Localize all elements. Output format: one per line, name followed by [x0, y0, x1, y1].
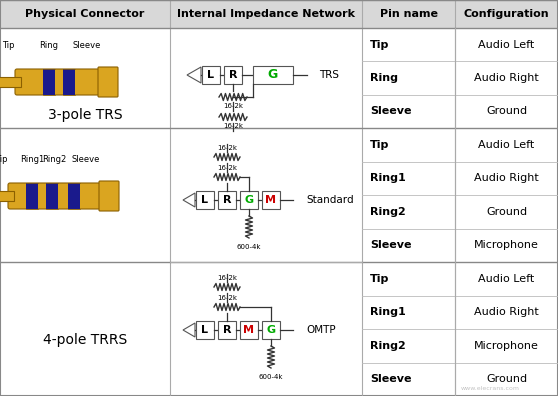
Text: Audio Left: Audio Left: [478, 140, 535, 150]
Text: Sleeve: Sleeve: [370, 107, 411, 116]
Text: Audio Right: Audio Right: [474, 73, 539, 83]
Text: Ring1: Ring1: [370, 173, 406, 183]
Text: 16-2k: 16-2k: [217, 295, 237, 301]
Text: G: G: [244, 195, 253, 205]
Text: Ring2: Ring2: [42, 156, 66, 164]
Text: Audio Left: Audio Left: [478, 274, 535, 284]
Text: TRS: TRS: [319, 70, 339, 80]
Text: Sleeve: Sleeve: [370, 374, 411, 384]
Text: www.elecrans.com: www.elecrans.com: [460, 386, 519, 391]
Bar: [0, 191, 14, 201]
Text: L: L: [201, 325, 209, 335]
Bar: [26, 183, 38, 209]
Text: L: L: [201, 195, 209, 205]
Bar: [240, 191, 258, 209]
Bar: [196, 321, 214, 339]
Text: Ground: Ground: [486, 207, 527, 217]
Text: Internal Impedance Network: Internal Impedance Network: [177, 9, 355, 19]
Text: R: R: [223, 195, 231, 205]
Text: 3-pole TRS: 3-pole TRS: [47, 108, 122, 122]
Text: M: M: [243, 325, 254, 335]
Bar: [0, 0, 558, 28]
Text: Ring: Ring: [40, 40, 59, 50]
Text: Sleeve: Sleeve: [370, 240, 411, 250]
Text: Ground: Ground: [486, 107, 527, 116]
Bar: [202, 66, 220, 84]
Text: Ring1: Ring1: [370, 307, 406, 317]
Bar: [253, 66, 293, 84]
Text: Ring: Ring: [370, 73, 398, 83]
Polygon shape: [187, 67, 201, 83]
Text: Tip: Tip: [370, 40, 389, 50]
Text: Microphone: Microphone: [474, 240, 539, 250]
Text: Pin name: Pin name: [379, 9, 437, 19]
Bar: [63, 69, 75, 95]
Text: G: G: [266, 325, 276, 335]
Text: Tip: Tip: [2, 40, 15, 50]
Text: M: M: [266, 195, 277, 205]
Text: 4-pole TRRS: 4-pole TRRS: [43, 333, 127, 347]
Text: Microphone: Microphone: [474, 341, 539, 351]
Text: Audio Right: Audio Right: [474, 173, 539, 183]
FancyBboxPatch shape: [8, 183, 108, 209]
Bar: [46, 183, 58, 209]
Text: Tip: Tip: [370, 274, 389, 284]
Bar: [224, 66, 242, 84]
FancyBboxPatch shape: [98, 67, 118, 97]
Bar: [43, 69, 55, 95]
Text: Ground: Ground: [486, 374, 527, 384]
Text: 16-2k: 16-2k: [217, 145, 237, 151]
Text: Audio Right: Audio Right: [474, 307, 539, 317]
Text: 16-2k: 16-2k: [223, 103, 243, 109]
Text: Ring2: Ring2: [370, 207, 406, 217]
Text: 600-4k: 600-4k: [237, 244, 261, 250]
Text: G: G: [268, 69, 278, 82]
Text: Sleeve: Sleeve: [73, 40, 101, 50]
Bar: [196, 191, 214, 209]
Text: Ring2: Ring2: [370, 341, 406, 351]
FancyBboxPatch shape: [99, 181, 119, 211]
FancyBboxPatch shape: [15, 69, 107, 95]
Bar: [262, 191, 280, 209]
Bar: [240, 321, 258, 339]
Text: Tip: Tip: [0, 156, 7, 164]
Text: Audio Left: Audio Left: [478, 40, 535, 50]
Text: Sleeve: Sleeve: [72, 156, 100, 164]
Bar: [0, 77, 21, 87]
Text: 600-4k: 600-4k: [259, 374, 283, 380]
Text: L: L: [208, 70, 214, 80]
Text: OMTP: OMTP: [306, 325, 335, 335]
Text: 16-2k: 16-2k: [217, 275, 237, 281]
Text: Physical Connector: Physical Connector: [25, 9, 145, 19]
Text: Ring1: Ring1: [20, 156, 44, 164]
Bar: [218, 191, 236, 209]
Polygon shape: [183, 193, 195, 207]
Text: Configuration: Configuration: [464, 9, 549, 19]
Bar: [68, 183, 80, 209]
Text: R: R: [229, 70, 237, 80]
Text: Tip: Tip: [370, 140, 389, 150]
Text: R: R: [223, 325, 231, 335]
Text: Standard: Standard: [306, 195, 354, 205]
Bar: [262, 321, 280, 339]
Text: 16-2k: 16-2k: [223, 123, 243, 129]
Text: 16-2k: 16-2k: [217, 165, 237, 171]
Bar: [218, 321, 236, 339]
Polygon shape: [183, 323, 195, 337]
